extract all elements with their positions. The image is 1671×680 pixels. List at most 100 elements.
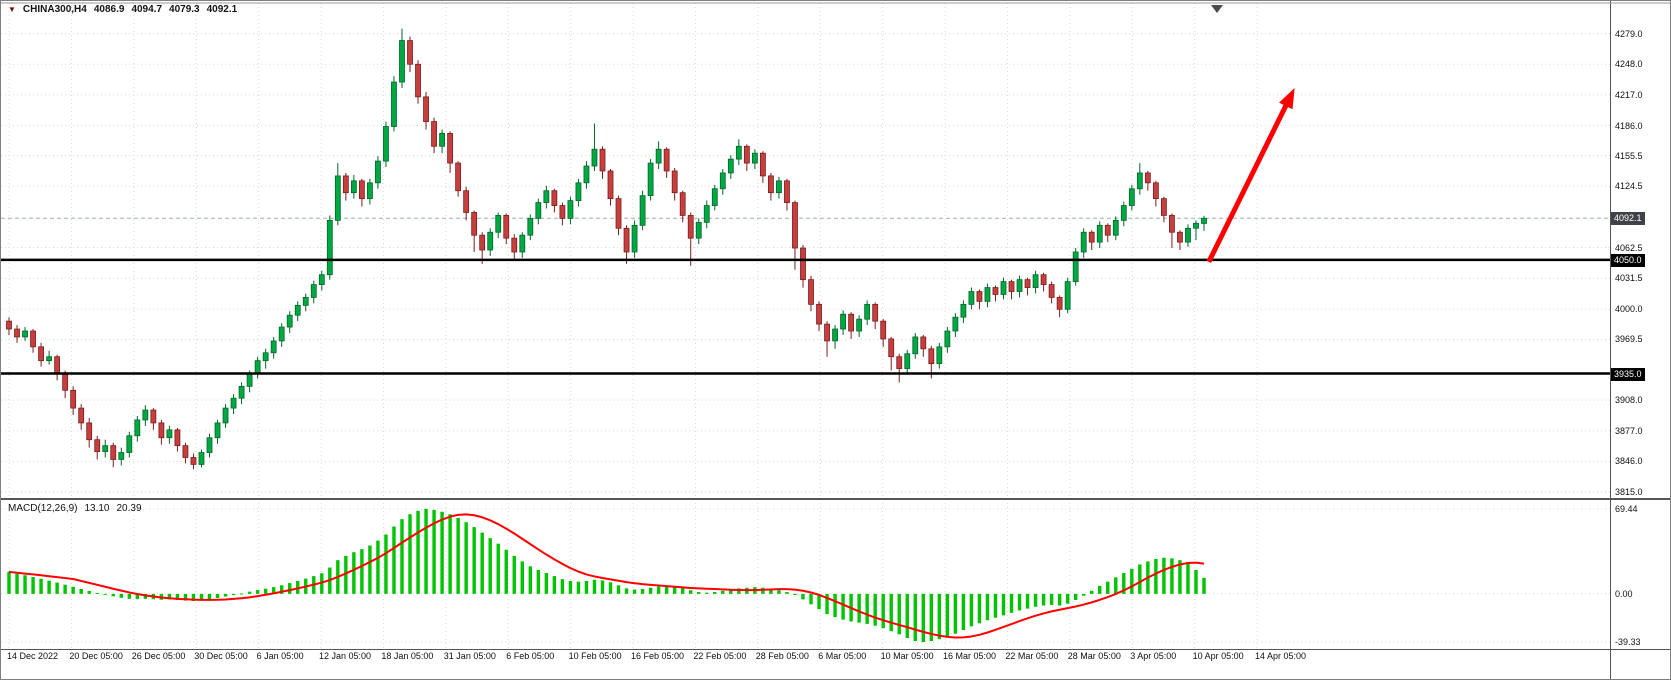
date-label: 6 Mar 05:00 bbox=[818, 651, 867, 661]
candle-bullish bbox=[126, 435, 133, 453]
candle-bearish bbox=[551, 190, 558, 206]
macd-histogram-bar bbox=[47, 580, 51, 594]
macd-histogram-bar bbox=[544, 573, 549, 594]
candle-bullish bbox=[776, 180, 782, 194]
macd-histogram-bar bbox=[713, 592, 717, 594]
macd-histogram-bar bbox=[865, 593, 869, 624]
candle-bearish bbox=[743, 145, 750, 164]
support-level-badge: 3935.0 bbox=[1611, 367, 1645, 381]
candle-bearish bbox=[816, 303, 822, 325]
candle-bearish bbox=[623, 227, 630, 253]
candle-bullish bbox=[591, 148, 598, 167]
trend-arrow-head[interactable] bbox=[1279, 87, 1295, 110]
macd-histogram-bar bbox=[400, 519, 404, 594]
macd-histogram-bar bbox=[239, 593, 244, 595]
candle-bullish bbox=[302, 297, 309, 306]
macd-histogram-bar bbox=[512, 555, 516, 594]
candle-bullish bbox=[142, 409, 149, 421]
candle-bullish bbox=[399, 40, 405, 83]
candle-bearish bbox=[190, 457, 197, 465]
candle-bullish bbox=[711, 188, 718, 206]
candle-bullish bbox=[703, 205, 710, 223]
candle-bullish bbox=[1080, 231, 1087, 253]
candle-bullish bbox=[1120, 205, 1127, 221]
candle-bullish bbox=[118, 452, 125, 460]
candle-bullish bbox=[318, 274, 325, 285]
price-scale[interactable]: 4279.0 4248.0 4217.0 4186.0 4155.5 4124.5 4062… bbox=[1611, 1, 1670, 679]
macd-histogram-bar bbox=[833, 593, 837, 618]
time-scale[interactable]: 14 Dec 2022 20 Dec 05:00 26 Dec 05:00 30 De… bbox=[1, 651, 1610, 667]
candle-bearish bbox=[70, 389, 77, 409]
candle-bearish bbox=[928, 348, 935, 365]
macd-histogram-bar bbox=[1090, 590, 1094, 594]
candle-bullish bbox=[639, 195, 646, 226]
macd-histogram-bar bbox=[263, 588, 268, 594]
macd-histogram-bar bbox=[360, 549, 364, 594]
candle-bullish bbox=[22, 330, 28, 338]
macd-histogram-bar bbox=[1001, 593, 1006, 616]
candle-bearish bbox=[888, 338, 895, 358]
macd-histogram-bar bbox=[247, 591, 252, 594]
price-tick-label: 4124.5 bbox=[1615, 181, 1643, 192]
ohlc-open: 4086.9 bbox=[93, 4, 125, 15]
candle-bearish bbox=[415, 63, 421, 98]
candle-bullish bbox=[695, 221, 702, 239]
candle-bullish bbox=[527, 217, 534, 236]
macd-histogram-bar bbox=[1138, 564, 1142, 594]
symbol-name: CHINA300,H4 bbox=[22, 4, 87, 15]
macd-histogram-bar bbox=[504, 549, 508, 594]
macd-histogram-bar bbox=[71, 586, 75, 594]
macd-scale-label: 0.00 bbox=[1615, 588, 1633, 599]
candle-bullish bbox=[960, 303, 967, 318]
macd-histogram-bar bbox=[648, 587, 653, 594]
candle-bearish bbox=[768, 175, 774, 194]
price-tick-label: 3908.0 bbox=[1615, 395, 1643, 406]
macd-histogram-bar bbox=[1170, 558, 1174, 594]
candle-bearish bbox=[38, 346, 44, 362]
candle-bearish bbox=[1040, 274, 1047, 285]
price-tick-label: 3969.5 bbox=[1615, 334, 1643, 345]
candle-bearish bbox=[1048, 284, 1055, 298]
macd-histogram-bar bbox=[672, 586, 677, 594]
candle-bearish bbox=[800, 247, 806, 281]
date-label: 14 Apr 05:00 bbox=[1255, 651, 1307, 661]
macd-histogram-bar bbox=[721, 590, 725, 594]
macd-histogram-bar bbox=[1114, 577, 1118, 594]
trend-arrow-shaft[interactable] bbox=[1206, 99, 1291, 263]
candle-bearish bbox=[1056, 297, 1063, 310]
macd-histogram-bar bbox=[608, 582, 613, 594]
candle-bearish bbox=[671, 170, 678, 194]
macd-histogram-bar bbox=[729, 589, 733, 594]
macd-histogram-bar bbox=[440, 511, 444, 594]
macd-histogram-bar bbox=[969, 593, 974, 627]
date-label: 12 Jan 05:00 bbox=[319, 651, 372, 661]
candle-bullish bbox=[375, 160, 381, 184]
candle-bullish bbox=[238, 385, 245, 399]
macd-histogram-bar bbox=[135, 593, 140, 600]
candle-bearish bbox=[1008, 281, 1015, 292]
candle-bullish bbox=[286, 314, 293, 328]
symbol-dropdown-icon[interactable]: ▼ bbox=[8, 5, 16, 14]
macd-histogram-bar bbox=[95, 592, 99, 594]
candle-bearish bbox=[182, 445, 189, 458]
macd-histogram-bar bbox=[889, 593, 893, 632]
macd-histogram-bar bbox=[416, 510, 420, 594]
macd-histogram-bar bbox=[288, 583, 292, 594]
macd-histogram-bar bbox=[993, 593, 998, 618]
macd-histogram-bar bbox=[1033, 593, 1038, 607]
candle-bearish bbox=[479, 234, 486, 251]
macd-histogram-bar bbox=[279, 585, 284, 594]
date-label: 28 Feb 05:00 bbox=[755, 651, 809, 661]
chart-shift-marker-icon[interactable] bbox=[1211, 5, 1223, 13]
candle-bullish bbox=[487, 231, 494, 251]
macd-histogram-bar bbox=[1009, 593, 1014, 613]
candle-bullish bbox=[230, 397, 237, 409]
candle-bearish bbox=[607, 170, 614, 200]
resistance-level-badge: 4050.0 bbox=[1611, 253, 1645, 267]
macd-histogram-bar bbox=[761, 587, 765, 594]
macd-histogram-bar bbox=[857, 593, 861, 623]
price-tick-label: 4217.0 bbox=[1615, 89, 1643, 100]
macd-histogram-bar bbox=[1122, 573, 1126, 594]
macd-histogram-bar bbox=[600, 580, 605, 594]
